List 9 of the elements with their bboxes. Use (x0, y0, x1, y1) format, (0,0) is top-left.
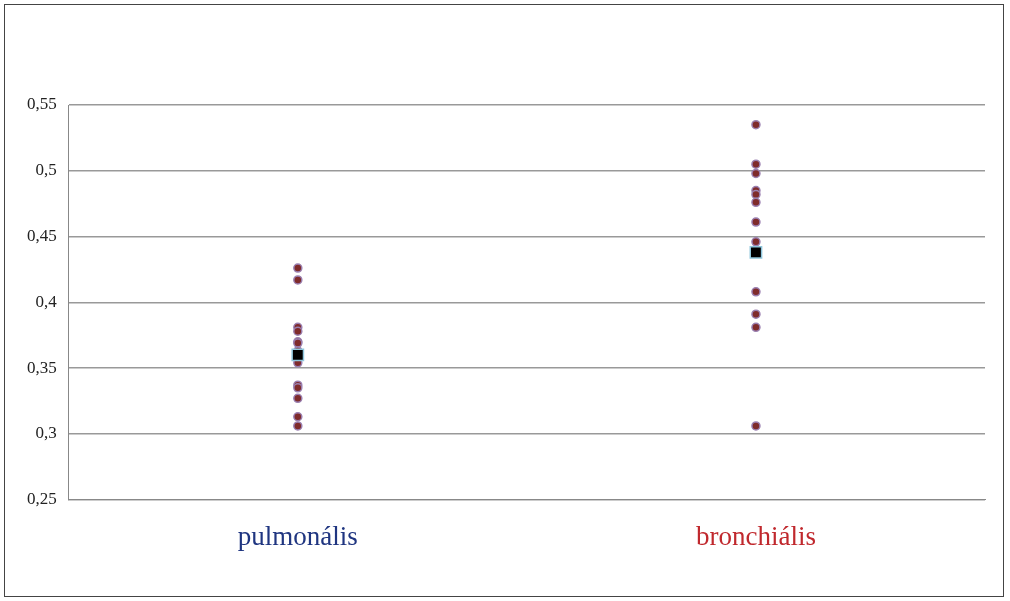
y-tick-label: 0,55 (27, 94, 57, 114)
x-tick-label: pulmonális (237, 520, 358, 551)
y-tick-label: 0,5 (35, 160, 57, 180)
x-tick-label: bronchiális (695, 520, 816, 551)
y-tick-label: 0,45 (27, 226, 57, 245)
y-tick-label: 0,35 (27, 357, 57, 377)
y-tick-label: 0,3 (35, 423, 57, 443)
y-tick-label: 0,4 (35, 291, 58, 311)
y-tick-label: 0,25 (27, 489, 57, 509)
